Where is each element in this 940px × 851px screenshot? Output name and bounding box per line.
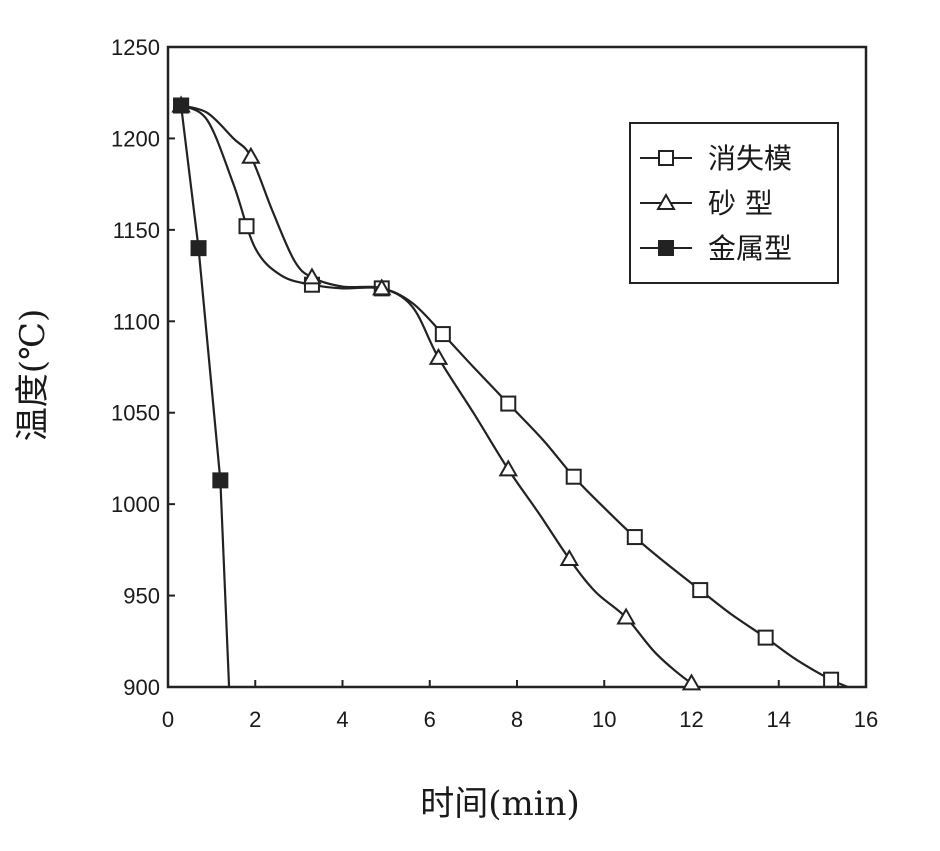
legend-item: 消失模 [640, 142, 792, 175]
x-tick-label: 2 [249, 707, 261, 732]
data-point [565, 468, 582, 485]
y-tick-label: 1000 [111, 492, 160, 517]
y-axis-title: 温度(℃) [13, 309, 53, 442]
y-tick-label: 1150 [113, 218, 160, 243]
data-point [559, 548, 580, 566]
series-3 [173, 97, 231, 687]
x-axis-ticks: 0 2 4 6 8 10 12 14 16 [162, 680, 878, 732]
y-tick-label: 1250 [111, 35, 160, 60]
data-point [434, 326, 451, 343]
series-2 [171, 95, 702, 691]
data-point [692, 582, 709, 599]
x-tick-label: 8 [511, 707, 523, 732]
x-tick-label: 10 [592, 707, 616, 732]
data-point [372, 278, 392, 296]
data-point [241, 146, 261, 164]
legend-label: 消失模 [708, 142, 792, 175]
y-tick-label: 1200 [111, 126, 160, 151]
y-tick-label: 950 [123, 584, 160, 609]
data-point [238, 218, 255, 235]
data-point [681, 673, 702, 691]
y-tick-label: 900 [123, 675, 160, 700]
data-point [212, 472, 229, 489]
legend-marker [658, 150, 674, 166]
x-tick-label: 4 [336, 707, 348, 732]
data-point [190, 240, 207, 257]
legend-label: 金属型 [708, 232, 792, 265]
x-axis-title: 时间(min) [420, 784, 580, 824]
y-tick-label: 1100 [113, 309, 160, 334]
y-tick-label: 1050 [111, 401, 160, 426]
series-lines [171, 95, 851, 691]
data-point [173, 97, 190, 114]
x-tick-label: 12 [679, 707, 703, 732]
x-tick-label: 6 [424, 707, 436, 732]
data-point [428, 347, 449, 365]
data-point [500, 395, 517, 412]
x-tick-label: 0 [162, 707, 174, 732]
y-axis-ticks: 900 950 1000 1050 1100 1150 1200 1250 [111, 35, 175, 700]
legend-item: 金属型 [640, 232, 792, 265]
data-point [616, 607, 636, 625]
data-point [757, 629, 774, 646]
legend-marker [658, 240, 674, 256]
x-tick-label: 16 [854, 707, 878, 732]
data-point [626, 529, 643, 546]
legend-label: 砂 型 [708, 187, 773, 220]
data-point [823, 671, 840, 688]
x-tick-label: 14 [767, 707, 791, 732]
data-point [498, 459, 518, 477]
series-line [179, 105, 231, 687]
legend-item: 砂 型 [640, 187, 773, 220]
legend-marker [656, 192, 676, 210]
data-point [302, 267, 322, 285]
